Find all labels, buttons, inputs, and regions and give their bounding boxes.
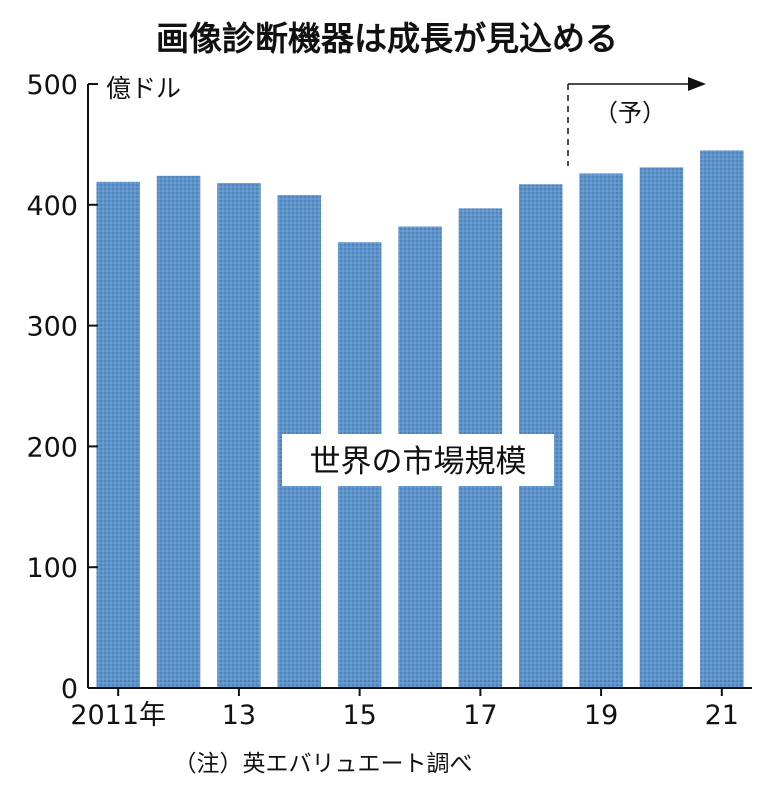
forecast-arrow-head [688,77,706,91]
x-tick-label: 17 [463,700,497,731]
bar-2 [217,183,261,688]
x-tick-label: 15 [342,700,376,731]
bar-10 [700,150,744,688]
y-tick-label: 300 [26,312,78,343]
series-label: 世界の市場規模 [310,444,527,480]
y-tick-label: 400 [26,191,78,222]
bar-1 [156,175,201,689]
bar-0 [96,181,140,689]
y-tick-label: 0 [61,674,78,705]
forecast-marker: （予） [567,77,706,166]
x-ticks-group: 2011年 13 15 17 19 21 [70,688,739,731]
bars-group [96,150,744,689]
y-tick-label: 200 [26,432,78,463]
y-tick-label: 500 [26,70,78,101]
chart-title: 画像診断機器は成長が見込める [156,19,618,58]
bar-9 [639,167,684,688]
x-tick-label: 21 [705,700,739,731]
source-note: （注）英エバリュエート調べ [174,751,473,777]
forecast-label: （予） [594,99,666,127]
bar-8 [579,173,623,688]
x-tick-label: 19 [584,700,618,731]
series-label-box: 世界の市場規模 [282,434,554,486]
y-tick-label: 100 [26,553,78,584]
y-ticks-group: 0 100 200 300 400 500 [26,70,98,705]
x-tick-label: 2011年 [70,700,166,731]
series-label-background [282,434,554,486]
x-tick-label: 13 [222,700,256,731]
unit-label: 億ドル [106,74,181,103]
